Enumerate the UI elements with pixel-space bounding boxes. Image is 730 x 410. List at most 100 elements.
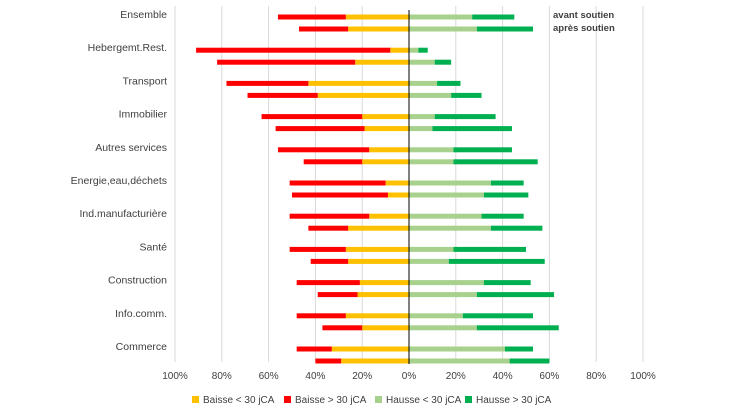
legend-swatch <box>465 396 472 403</box>
bar-after <box>299 26 349 32</box>
x-tick-label: 80% <box>586 371 606 382</box>
bar-after <box>364 126 409 132</box>
bar-after <box>509 358 550 364</box>
bar-before <box>409 147 454 153</box>
bar-before <box>261 114 363 120</box>
bar-after <box>387 192 409 198</box>
bar-after <box>409 292 477 298</box>
bar-before <box>289 246 346 252</box>
category-label: Hebergemt.Rest. <box>88 42 167 54</box>
bar-before <box>369 147 409 153</box>
category-label: Ensemble <box>120 9 167 21</box>
bar-before <box>434 114 496 120</box>
legend-label: Hausse < 30 jCA <box>386 395 462 406</box>
category-labels: Ensemble Hebergemt.Rest. Transport Immobili… <box>71 9 168 353</box>
bar-after <box>348 258 409 264</box>
category-label: Energie,eau,déchets <box>71 175 167 187</box>
pair-label-before: avant soutien <box>553 10 614 21</box>
bar-after <box>483 192 529 198</box>
bar-after <box>434 59 452 65</box>
bar-before <box>409 346 505 352</box>
bar-before <box>472 14 515 20</box>
x-tick-label: 40% <box>305 371 325 382</box>
bar-after <box>308 225 349 231</box>
legend-swatch <box>192 396 199 403</box>
category-label: Immobilier <box>119 109 168 121</box>
bar-after <box>355 59 409 65</box>
bar-after <box>292 192 388 198</box>
x-tick-labels: 100% 80% 60% 40% 20% 0% 20% 40% 60% 80% 100% <box>162 371 656 382</box>
category-label: Info.comm. <box>115 308 167 320</box>
bar-after <box>217 59 356 65</box>
bar-after <box>476 325 559 331</box>
category-label: Santé <box>140 241 168 253</box>
bar-after <box>409 192 484 198</box>
bar-before <box>409 313 463 319</box>
bar-after <box>490 225 543 231</box>
bar-before <box>409 114 435 120</box>
bar-after <box>317 92 409 98</box>
category-label: Commerce <box>116 341 168 353</box>
bar-before <box>289 213 370 219</box>
bar-after <box>409 92 452 98</box>
bar-before <box>409 213 482 219</box>
legend-label: Hausse > 30 jCA <box>476 395 552 406</box>
x-tick-label: 60% <box>259 371 279 382</box>
bar-before <box>409 14 473 20</box>
bar-before <box>490 180 524 186</box>
bar-before <box>345 313 409 319</box>
bar-before <box>409 246 454 252</box>
x-tick-label: 100% <box>630 371 656 382</box>
bar-before <box>277 14 346 20</box>
category-label: Construction <box>108 275 167 287</box>
bar-before <box>226 80 309 86</box>
x-tick-label: 60% <box>539 371 559 382</box>
bar-after <box>409 258 449 264</box>
bar-after <box>432 126 512 132</box>
bar-after <box>409 358 510 364</box>
x-tick-label: 80% <box>212 371 232 382</box>
bar-before <box>277 147 370 153</box>
bar-before <box>418 47 428 53</box>
x-tick-label: 40% <box>493 371 513 382</box>
category-label: Autres services <box>95 142 167 154</box>
bar-layer <box>196 14 559 364</box>
category-label: Transport <box>122 75 167 87</box>
bar-before <box>453 147 512 153</box>
bar-before <box>345 14 409 20</box>
bar-after <box>357 292 409 298</box>
bar-before <box>359 280 409 286</box>
bar-after <box>275 126 365 132</box>
legend-label: Baisse < 30 jCA <box>203 395 275 406</box>
legend-swatch <box>375 396 382 403</box>
bar-after <box>303 159 363 165</box>
bar-after <box>348 225 409 231</box>
bar-before <box>409 280 484 286</box>
bar-before <box>481 213 524 219</box>
bar-before <box>196 47 391 53</box>
bar-before <box>483 280 531 286</box>
bar-after <box>409 225 491 231</box>
bar-after <box>341 358 409 364</box>
bar-before <box>296 313 346 319</box>
x-tick-label: 100% <box>162 371 188 382</box>
bar-after <box>247 92 318 98</box>
bar-after <box>315 358 342 364</box>
bar-after <box>362 159 409 165</box>
bar-before <box>385 180 409 186</box>
x-tick-label: 20% <box>446 371 466 382</box>
bar-before <box>504 346 534 352</box>
bar-before <box>409 47 419 53</box>
legend-label: Baisse > 30 jCA <box>295 395 367 406</box>
bar-before <box>390 47 409 53</box>
bar-after <box>409 59 435 65</box>
bar-after <box>409 126 433 132</box>
bar-after <box>409 26 477 32</box>
bar-after <box>476 26 534 32</box>
bar-after <box>409 159 454 165</box>
bar-before <box>462 313 534 319</box>
bar-before <box>437 80 461 86</box>
x-tick-label: 20% <box>352 371 372 382</box>
bar-after <box>409 325 477 331</box>
